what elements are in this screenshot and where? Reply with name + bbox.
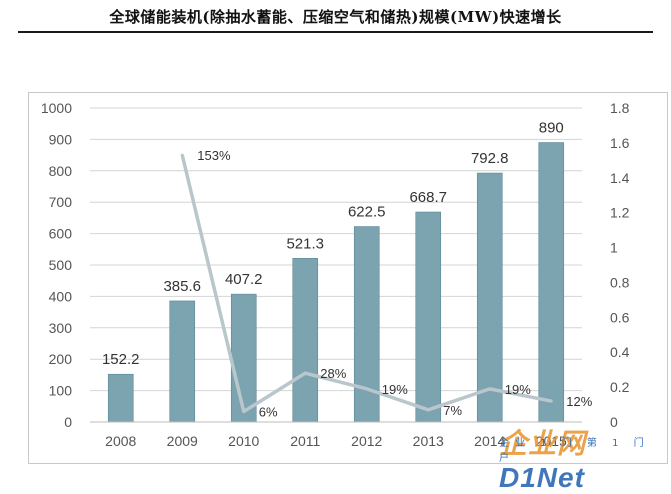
bar [415, 211, 442, 423]
x-tick-label: 2015 [536, 433, 567, 449]
watermark-sub: 企业 1 门 第 1 门户 [499, 438, 650, 464]
x-tick-label: 2012 [351, 433, 382, 449]
line-layer [180, 153, 553, 414]
y2-tick-label: 0.8 [610, 274, 630, 290]
x-tick-label: 2013 [413, 433, 444, 449]
bar-value-label: 622.5 [348, 204, 386, 221]
growth-label: 28% [320, 366, 346, 381]
growth-label: 19% [382, 382, 408, 397]
bar [538, 142, 565, 423]
x-tick-label: 2008 [105, 433, 136, 449]
y2-tick-label: 0 [610, 414, 618, 430]
watermark-logo-cn: 企业网 [499, 428, 587, 459]
x-tick-label: 2011 [290, 433, 320, 449]
bar-value-label: 385.6 [163, 278, 201, 295]
bar-value-label: 152.2 [102, 351, 140, 368]
label-layer: 152.2 385.6 407.2 521.3 622.5 668.7 792.8 890 15… [102, 120, 593, 420]
growth-point [488, 387, 492, 391]
y2-tick-label: 1.8 [610, 100, 630, 116]
chart-title: 全球储能装机(除抽水蓄能、压缩空气和储热)规模(MW)快速增长 [109, 8, 562, 26]
y-tick-label: 600 [49, 226, 73, 242]
y2-tick-label: 0.4 [610, 344, 630, 360]
growth-point [303, 371, 307, 375]
y-tick-label: 900 [49, 131, 73, 147]
y-tick-label: 0 [64, 414, 72, 430]
y-tick-label: 1000 [41, 100, 72, 116]
x-tick-label: 2009 [167, 433, 198, 449]
growth-label: 153% [197, 148, 231, 163]
y2-tick-label: 0.6 [610, 309, 630, 325]
bar [230, 293, 257, 423]
growth-point [549, 399, 553, 403]
watermark-logo-en: D1Net [499, 462, 585, 493]
title-rule [18, 31, 653, 33]
y2-tick-label: 1 [610, 240, 618, 256]
growth-label: 19% [505, 382, 531, 397]
y-tick-label: 100 [49, 383, 73, 399]
bar [107, 373, 134, 423]
growth-point [365, 387, 369, 391]
axis-layer: 0 100 200 300 400 500 600 700 800 900 1000 0 0.2 0.4 0… [41, 100, 630, 449]
bar [169, 300, 196, 423]
bar [292, 258, 319, 423]
bar-value-label: 792.8 [471, 150, 509, 167]
bar [476, 172, 503, 423]
growth-point [180, 153, 184, 157]
x-tick-label: 2010 [228, 433, 259, 449]
y-tick-label: 500 [49, 257, 73, 273]
y-tick-label: 200 [49, 351, 73, 367]
growth-point [242, 410, 246, 414]
bar-value-label: 890 [539, 120, 564, 137]
bar-value-label: 668.7 [409, 189, 447, 206]
growth-label: 12% [566, 394, 592, 409]
bar-value-label: 521.3 [286, 235, 324, 252]
y2-tick-label: 0.2 [610, 379, 630, 395]
y-tick-label: 800 [49, 163, 73, 179]
growth-label: 7% [443, 403, 462, 418]
y2-tick-label: 1.4 [610, 170, 630, 186]
growth-label: 6% [259, 405, 278, 420]
growth-point [426, 408, 430, 412]
bar-value-label: 407.2 [225, 271, 263, 288]
y-tick-label: 300 [49, 320, 73, 336]
y2-tick-label: 1.2 [610, 205, 630, 221]
x-tick-label: 2014 [474, 433, 505, 449]
bar-layer [107, 142, 565, 423]
y-tick-label: 700 [49, 194, 73, 210]
y2-tick-label: 1.6 [610, 135, 630, 151]
y-tick-label: 400 [49, 288, 73, 304]
watermark: 企业网D1Net 企业 1 门 第 1 门户 [499, 422, 667, 493]
